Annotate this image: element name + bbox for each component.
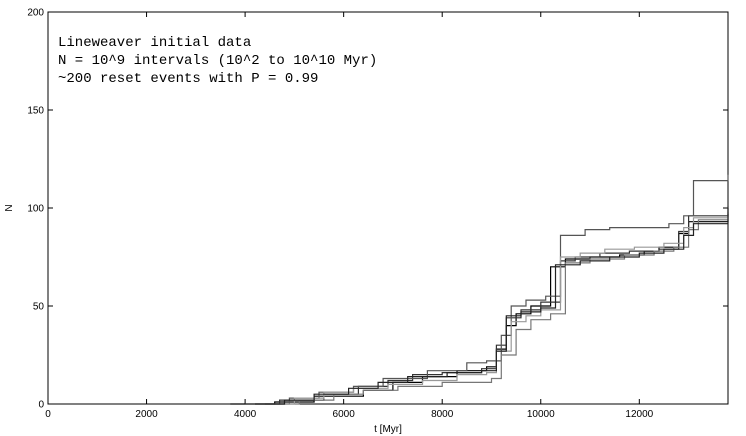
series-line-3 <box>264 174 729 405</box>
series-line-1 <box>230 213 729 405</box>
series-line-6 <box>255 206 729 405</box>
series-line-4 <box>274 219 728 405</box>
x-axis-label: t [Myr] <box>374 424 402 435</box>
x-tick-label: 8000 <box>431 409 454 420</box>
y-axis-label: N <box>4 204 15 211</box>
y-tick-label: 50 <box>33 302 45 313</box>
axis-ticks: 0 2000 4000 6000 8000 10000 12000 0 50 100 150 200 <box>27 8 728 420</box>
x-tick-label: 10000 <box>527 409 555 420</box>
x-tick-label: 2000 <box>135 409 158 420</box>
x-tick-label: 0 <box>45 409 51 420</box>
annotation-line-3: ~200 reset events with P = 0.99 <box>58 71 318 87</box>
series-layer <box>230 174 729 405</box>
annotation-line-2: N = 10^9 intervals (10^2 to 10^10 Myr) <box>58 53 377 69</box>
annotation-line-1: Lineweaver initial data <box>58 35 251 51</box>
y-tick-label: 200 <box>27 8 44 19</box>
x-tick-label: 12000 <box>625 409 653 420</box>
x-tick-label: 4000 <box>234 409 257 420</box>
x-tick-label: 6000 <box>333 409 356 420</box>
series-line-5 <box>269 211 729 405</box>
y-tick-label: 150 <box>27 106 44 117</box>
y-tick-label: 100 <box>27 204 44 215</box>
y-tick-label: 0 <box>38 400 44 411</box>
